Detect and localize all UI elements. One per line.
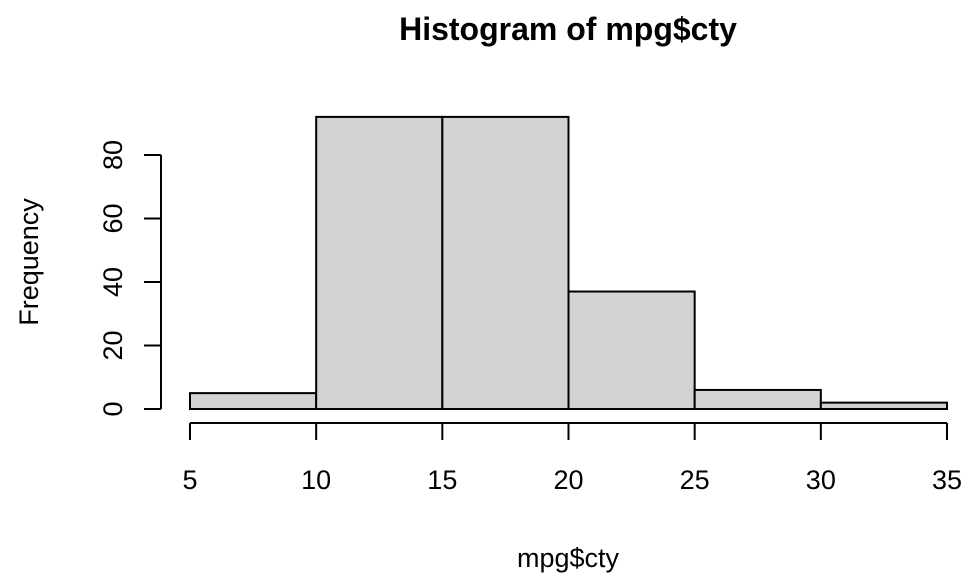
x-tick-label: 10 bbox=[301, 465, 331, 495]
x-tick-label: 5 bbox=[182, 465, 197, 495]
y-tick-label: 0 bbox=[98, 401, 128, 416]
histogram-bar bbox=[567, 290, 696, 410]
x-tick-label: 15 bbox=[427, 465, 457, 495]
x-axis-label: mpg$cty bbox=[517, 543, 620, 573]
histogram-bar bbox=[189, 392, 318, 410]
y-axis: 0 20 40 60 80 bbox=[98, 140, 162, 417]
x-tick-label: 30 bbox=[806, 465, 836, 495]
y-axis-label: Frequency bbox=[14, 198, 44, 326]
y-tick-label: 60 bbox=[98, 203, 128, 233]
chart-title: Histogram of mpg$cty bbox=[399, 11, 737, 47]
y-tick-label: 80 bbox=[98, 140, 128, 170]
histogram-bar bbox=[315, 115, 444, 411]
histogram-bar bbox=[819, 401, 948, 410]
x-tick-label: 20 bbox=[553, 465, 583, 495]
histogram-bar bbox=[441, 115, 570, 411]
y-tick-label: 20 bbox=[98, 330, 128, 360]
x-tick-label: 25 bbox=[680, 465, 710, 495]
x-axis: 5 10 15 20 25 30 35 bbox=[182, 422, 962, 495]
x-tick-label: 35 bbox=[932, 465, 962, 495]
bars-group bbox=[189, 115, 948, 411]
y-tick-label: 40 bbox=[98, 267, 128, 297]
histogram-bar bbox=[693, 388, 822, 411]
